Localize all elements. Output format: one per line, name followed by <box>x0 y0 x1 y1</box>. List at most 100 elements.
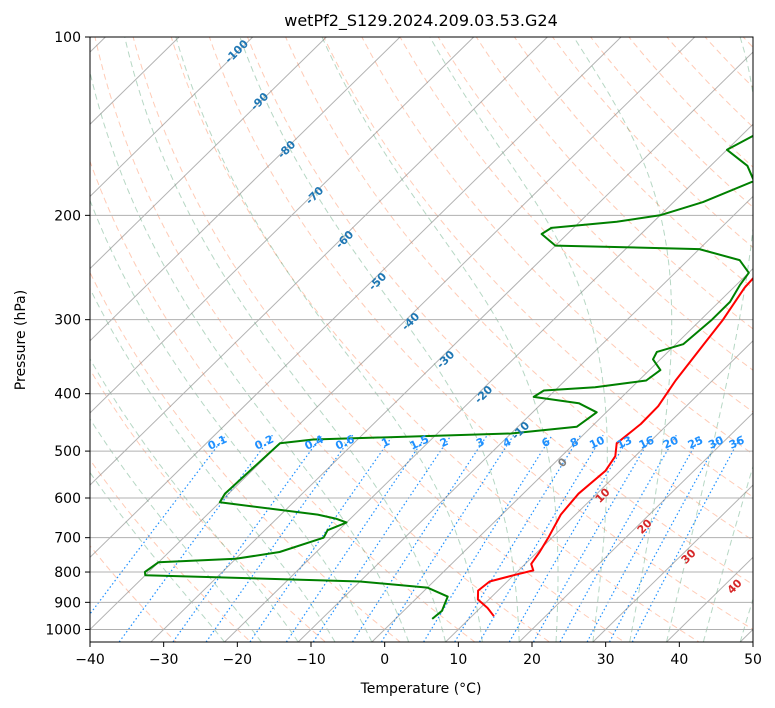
moist-adiabats <box>90 37 753 642</box>
moist-adiabat-line <box>124 37 446 642</box>
mixing-ratio-line <box>532 434 653 642</box>
dewpoint-profile-line <box>143 134 753 620</box>
x-axis-label: Temperature (°C) <box>360 681 482 697</box>
mixing-ratio-label: 3 <box>474 435 486 450</box>
moist-adiabat-line <box>239 37 520 642</box>
x-tick-label: −40 <box>75 652 105 668</box>
isotherm-line <box>90 37 475 414</box>
moist-adiabat-line <box>321 37 559 642</box>
x-tick-label: −10 <box>296 652 326 668</box>
dry-adiabat-line <box>704 37 753 88</box>
dry-adiabat-line <box>475 37 753 330</box>
moist-adiabat-line <box>429 37 608 642</box>
mixing-ratio-label: 2 <box>438 435 450 450</box>
x-tick-label: 20 <box>523 652 541 668</box>
mixing-ratio-line <box>586 434 702 642</box>
mixing-ratio-label: 10 <box>587 433 607 451</box>
moist-adiabat-line <box>702 464 753 642</box>
dry-adiabat-line <box>437 37 753 371</box>
mixing-ratio-line <box>508 434 631 642</box>
isotherm-line <box>90 37 622 558</box>
x-tick-label: 10 <box>449 652 467 668</box>
y-tick-label: 600 <box>54 491 81 507</box>
moist-adiabat-line <box>90 70 410 642</box>
moist-adiabat-line <box>573 37 673 642</box>
dry-adiabat-line <box>90 271 401 642</box>
mixing-ratio-line <box>478 434 604 642</box>
mixing-ratio-label: 13 <box>615 434 634 452</box>
dry-adiabat-line <box>94 37 551 642</box>
moist-adiabat-label: 0 <box>555 455 570 470</box>
dry-adiabat-label: -100 <box>222 37 251 66</box>
mixing-ratio-line <box>351 434 488 642</box>
mixing-ratio-label: 16 <box>637 433 657 451</box>
y-tick-label: 400 <box>54 387 81 403</box>
y-tick-label: 700 <box>54 531 81 547</box>
skewed-isotherms <box>90 37 753 642</box>
x-tick-label: 30 <box>597 652 615 668</box>
plot-area: -100-90-80-70-60-50-40-30-20-100.1 0.2 0.4… <box>90 37 753 642</box>
isotherm-line <box>90 37 254 198</box>
mixing-ratio-line <box>90 434 227 615</box>
isotherm-line <box>371 267 753 642</box>
mixing-ratio-lines <box>90 434 743 642</box>
y-tick-label: 200 <box>54 208 81 224</box>
isotherm-line <box>90 37 696 631</box>
x-tick-label: 0 <box>380 652 389 668</box>
y-axis-ticks: 100 200 300 400 500 600 700 800 900 1000 <box>45 30 90 638</box>
moist-adiabat-line <box>90 471 225 642</box>
x-tick-label: −20 <box>223 652 253 668</box>
dry-adiabat-line <box>285 37 753 541</box>
dry-adiabat-line <box>246 37 753 586</box>
profile-series <box>143 134 753 620</box>
y-tick-label: 800 <box>54 565 81 581</box>
dry-adiabat-label: -60 <box>333 228 356 251</box>
dry-adiabat-label: -20 <box>472 383 495 406</box>
y-tick-label: 300 <box>54 313 81 329</box>
x-tick-label: −30 <box>149 652 179 668</box>
mixing-ratio-label: 0.6 <box>333 432 356 452</box>
y-tick-label: 500 <box>54 444 81 460</box>
isotherm-line <box>150 51 753 642</box>
mixing-ratio-line <box>608 434 722 642</box>
mixing-ratio-line <box>423 434 553 642</box>
isotherm-line <box>90 37 548 486</box>
moist-adiabat-line <box>90 357 299 642</box>
mixing-ratio-line <box>454 434 582 642</box>
dry-adiabat-line <box>742 37 753 49</box>
dry-adiabat-label: -50 <box>366 270 389 293</box>
isotherm-line <box>445 340 753 642</box>
y-tick-label: 1000 <box>45 622 81 638</box>
isotherm-line <box>90 37 327 270</box>
mixing-ratio-line <box>559 434 677 642</box>
dry-adiabat-label: -40 <box>399 310 422 333</box>
moist-adiabat-label: 10 <box>593 485 613 505</box>
isotherm-line <box>224 123 753 642</box>
mixing-ratio-label: 36 <box>727 433 747 451</box>
y-axis-label: Pressure (hPa) <box>13 290 29 390</box>
moist-adiabat-line <box>175 37 483 642</box>
mixing-ratio-line <box>312 434 452 642</box>
dry-adiabat-line <box>132 37 626 642</box>
dry-adiabat-label: -70 <box>303 184 326 207</box>
dry-adiabat-line <box>90 159 476 642</box>
mixing-ratio-label: 0.4 <box>303 432 326 452</box>
dry-adiabat-line <box>323 37 753 498</box>
isotherm-line <box>297 195 753 642</box>
mixing-ratio-line <box>249 434 394 642</box>
isotherm-line <box>518 412 753 642</box>
mixing-ratio-line <box>118 434 273 642</box>
moist-adiabat-label: 40 <box>725 576 745 596</box>
isotherm-line <box>90 37 401 342</box>
moist-adiabat-line <box>739 597 753 642</box>
mixing-ratio-label: 25 <box>686 434 705 452</box>
dry-adiabat-line <box>399 37 753 413</box>
moist-adiabat-line <box>666 37 753 642</box>
isotherm-line <box>739 628 753 642</box>
isotherm-line <box>666 556 753 642</box>
x-axis-ticks: −40 −30 −20 −10 0 10 20 30 40 50 <box>75 642 762 668</box>
dry-adiabat-line <box>590 37 753 208</box>
mixing-ratio-label: 20 <box>661 433 681 451</box>
dry-adiabat-label: -10 <box>509 419 532 442</box>
y-tick-label: 900 <box>54 595 81 611</box>
